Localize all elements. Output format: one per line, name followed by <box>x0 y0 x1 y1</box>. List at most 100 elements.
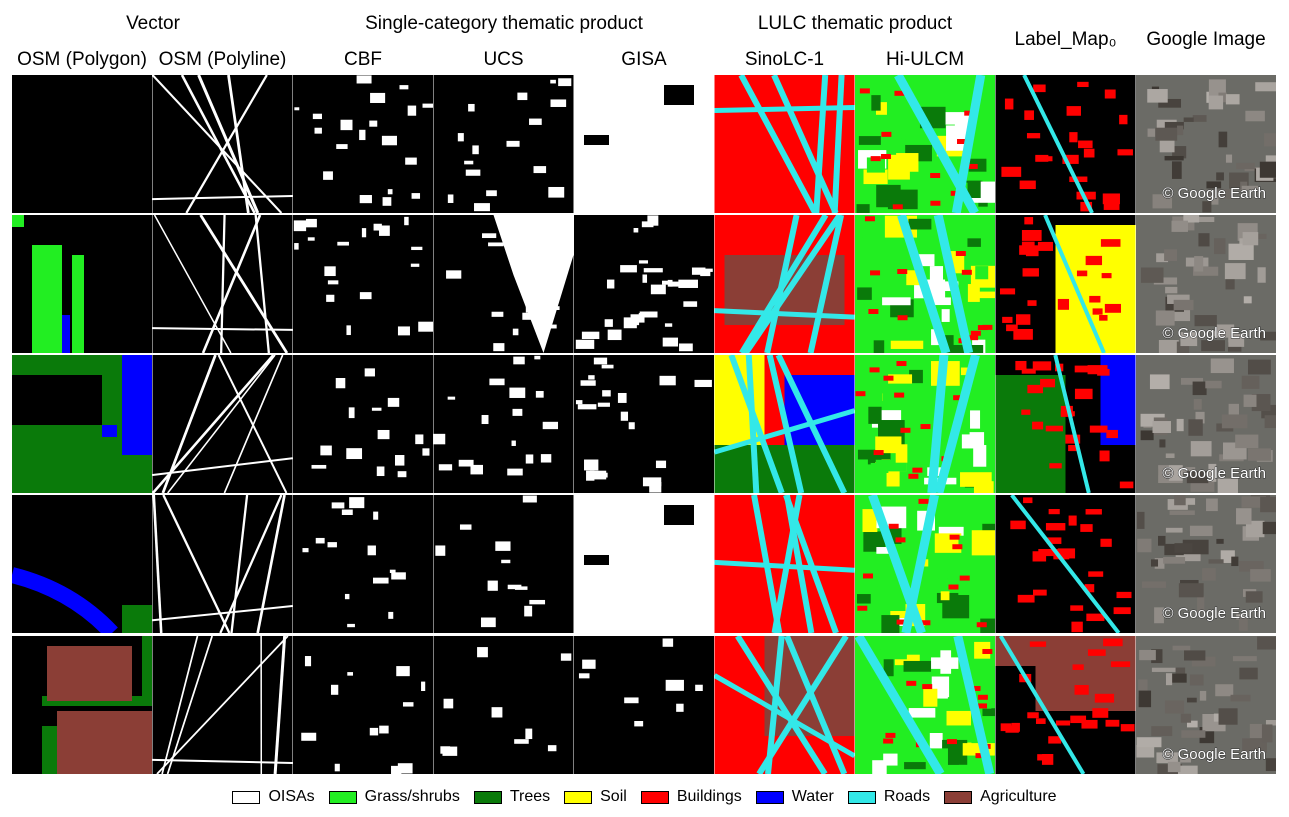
patch <box>1083 148 1095 158</box>
patch <box>895 444 908 463</box>
tile <box>12 495 152 633</box>
watermark: © Google Earth <box>1162 746 1266 763</box>
stroke-line <box>227 75 250 213</box>
patch <box>294 243 299 250</box>
patch <box>662 638 674 647</box>
patch <box>335 377 346 389</box>
patch <box>529 599 546 605</box>
patch <box>1189 525 1213 537</box>
patch <box>1021 368 1036 374</box>
patch <box>1185 498 1196 505</box>
stroke-line <box>219 495 283 633</box>
patch <box>1164 249 1178 261</box>
patch <box>971 530 995 556</box>
patch <box>381 135 397 146</box>
patch <box>1232 656 1257 662</box>
patch <box>909 369 923 384</box>
stroke-line <box>951 75 986 213</box>
patch <box>959 416 970 435</box>
patch <box>1154 558 1165 569</box>
patch <box>457 133 464 142</box>
patch <box>418 321 433 332</box>
patch <box>896 619 907 625</box>
stroke-line <box>1043 215 1106 353</box>
patch <box>1024 217 1034 225</box>
patch <box>875 436 902 454</box>
patch <box>442 746 458 756</box>
patch <box>885 732 896 738</box>
tile <box>574 215 714 353</box>
patch <box>12 375 102 425</box>
patch <box>1155 127 1178 141</box>
patch <box>914 254 935 267</box>
tile: © Google Earth <box>1136 636 1276 774</box>
patch <box>1119 114 1128 125</box>
patch <box>601 364 614 369</box>
patch <box>373 511 379 520</box>
legend-swatch <box>564 790 593 804</box>
patch <box>976 622 987 628</box>
column-header: Label_Map₀ <box>1015 29 1117 50</box>
patch <box>655 460 667 469</box>
column-header: OSM (Polyline) <box>159 49 287 70</box>
patch <box>662 337 679 347</box>
patch <box>1001 166 1022 177</box>
patch <box>474 203 490 212</box>
patch <box>438 464 453 471</box>
stroke-line <box>180 75 256 213</box>
patch <box>1201 340 1225 352</box>
patch <box>1174 309 1191 322</box>
patch <box>1174 495 1186 506</box>
patch <box>347 623 355 628</box>
patch <box>1021 409 1031 415</box>
legend-label: Trees <box>509 788 551 805</box>
stroke-line <box>185 75 268 213</box>
patch <box>1158 535 1166 546</box>
patch <box>1049 463 1062 469</box>
patch <box>892 204 903 210</box>
patch <box>908 218 932 230</box>
patch <box>620 265 637 273</box>
patch <box>1070 605 1084 611</box>
watermark: © Google Earth <box>1162 605 1266 622</box>
patch <box>860 386 883 407</box>
patch <box>1159 439 1166 448</box>
patch <box>1088 571 1104 577</box>
patch <box>1137 511 1145 529</box>
patch <box>983 497 995 516</box>
patch <box>525 728 533 740</box>
patch <box>359 195 372 204</box>
patch <box>1137 538 1152 553</box>
patch <box>586 470 595 481</box>
patch <box>1230 694 1251 702</box>
patch <box>575 339 595 349</box>
patch <box>402 702 414 707</box>
patch <box>982 648 993 654</box>
patch <box>1006 324 1018 332</box>
tile <box>433 355 574 493</box>
tile <box>855 355 995 493</box>
stroke-line <box>927 355 949 493</box>
patch <box>1249 723 1263 739</box>
patch <box>387 189 393 195</box>
patch <box>47 646 132 701</box>
stroke-line <box>756 636 849 774</box>
patch <box>1092 708 1109 718</box>
patch <box>1202 201 1212 213</box>
patch <box>944 112 971 125</box>
patch <box>949 534 960 540</box>
patch <box>293 355 433 493</box>
patch <box>1029 641 1047 647</box>
patch <box>1086 613 1105 622</box>
patch <box>876 184 901 208</box>
patch <box>364 368 375 377</box>
patch <box>968 335 979 341</box>
patch <box>293 220 307 232</box>
stroke-line <box>998 636 1086 774</box>
patch <box>522 495 537 503</box>
patch <box>1057 548 1076 559</box>
patch <box>961 269 972 275</box>
patch <box>894 654 920 666</box>
patch <box>1153 277 1178 285</box>
